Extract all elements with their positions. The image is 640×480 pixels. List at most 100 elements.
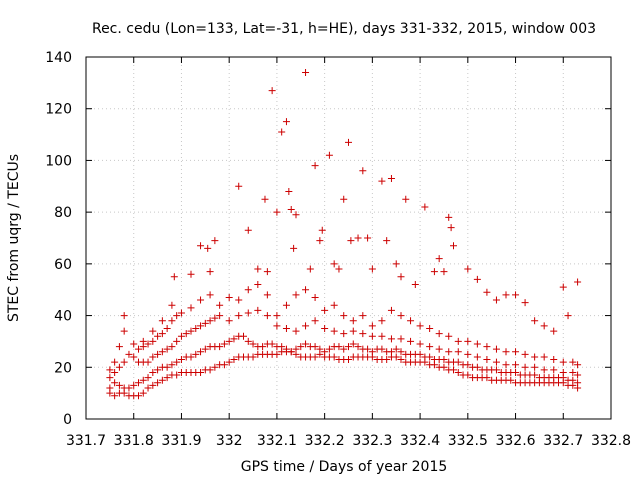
data-point <box>512 368 520 376</box>
data-point <box>285 187 293 195</box>
x-tick-label: 332.1 <box>257 433 297 449</box>
data-point <box>130 353 138 361</box>
x-tick-label: 331.9 <box>161 433 201 449</box>
data-point <box>225 317 233 325</box>
data-point <box>397 312 405 320</box>
data-point <box>464 350 472 358</box>
x-tick-label: 332.6 <box>495 433 535 449</box>
data-point <box>502 348 510 356</box>
data-point <box>139 376 147 384</box>
x-tick-label: 332.2 <box>305 433 345 449</box>
data-point <box>170 273 178 281</box>
data-point <box>531 353 539 361</box>
data-point <box>359 312 367 320</box>
data-point <box>349 317 357 325</box>
data-point <box>392 345 400 353</box>
data-point <box>292 327 300 335</box>
data-point <box>345 343 352 351</box>
data-point <box>531 363 539 371</box>
data-point <box>483 343 491 351</box>
data-point <box>111 379 119 387</box>
data-point <box>225 337 233 345</box>
data-point <box>397 348 405 356</box>
data-point <box>263 291 271 299</box>
data-point <box>378 177 386 185</box>
x-tick-label: 332.8 <box>591 433 631 449</box>
data-point <box>225 358 233 366</box>
data-point <box>473 275 481 283</box>
data-point <box>492 358 500 366</box>
data-point <box>111 392 119 400</box>
data-point <box>435 255 443 263</box>
data-point <box>368 332 376 340</box>
data-point <box>204 244 212 252</box>
data-point <box>473 340 481 348</box>
y-tick-labels: 0 20 40 60 80 100 120 140 <box>45 50 72 428</box>
data-point <box>230 335 238 343</box>
data-point <box>297 343 305 351</box>
data-point <box>173 371 181 379</box>
data-point <box>349 327 357 335</box>
data-point <box>383 356 391 364</box>
data-point <box>349 340 357 348</box>
data-point <box>325 345 333 353</box>
y-axis-label: STEC from uqrg / TECUs <box>6 154 22 322</box>
data-point <box>168 301 176 309</box>
y-tick-label: 80 <box>54 205 72 221</box>
data-point <box>177 309 185 317</box>
data-point <box>197 348 205 356</box>
data-point <box>364 345 372 353</box>
x-axis-label: GPS time / Days of year 2015 <box>241 459 448 475</box>
data-point <box>531 317 539 325</box>
data-point <box>492 345 500 353</box>
data-point <box>421 203 429 211</box>
data-point <box>302 69 310 77</box>
data-point <box>430 268 438 276</box>
data-point <box>139 389 147 397</box>
data-point <box>282 325 290 332</box>
data-point <box>447 224 455 232</box>
data-point <box>120 358 128 366</box>
data-point <box>559 368 567 376</box>
data-point <box>273 312 281 320</box>
data-point <box>149 337 157 345</box>
data-point <box>173 358 181 366</box>
data-point <box>378 317 386 325</box>
data-point <box>330 260 338 268</box>
data-point <box>540 322 548 330</box>
data-point <box>559 283 567 291</box>
data-point <box>492 296 500 304</box>
data-point <box>125 350 133 358</box>
y-tick-label: 140 <box>45 50 72 66</box>
data-point <box>325 151 333 159</box>
data-point <box>473 363 481 371</box>
data-point <box>168 317 176 325</box>
grid-lines <box>86 57 611 419</box>
data-point <box>411 281 419 289</box>
data-point <box>282 345 290 353</box>
data-point <box>450 366 457 374</box>
plot-frame <box>85 56 612 420</box>
data-point <box>426 353 434 361</box>
data-point <box>321 306 329 314</box>
data-point <box>316 237 324 245</box>
data-point <box>311 293 319 301</box>
data-point <box>139 337 147 345</box>
data-point <box>378 345 386 353</box>
data-point <box>387 306 395 314</box>
data-point <box>397 335 405 343</box>
data-point <box>347 237 355 245</box>
data-point <box>454 337 462 345</box>
data-point <box>531 371 539 379</box>
data-point <box>130 381 138 389</box>
x-tick-label: 331.8 <box>114 433 154 449</box>
data-point <box>130 340 138 348</box>
data-point <box>550 327 558 335</box>
data-point <box>106 374 114 382</box>
data-point <box>244 337 252 345</box>
data-point <box>149 353 157 361</box>
data-point <box>240 332 247 340</box>
x-tick-label: 332 <box>216 433 243 449</box>
data-point <box>445 348 453 356</box>
